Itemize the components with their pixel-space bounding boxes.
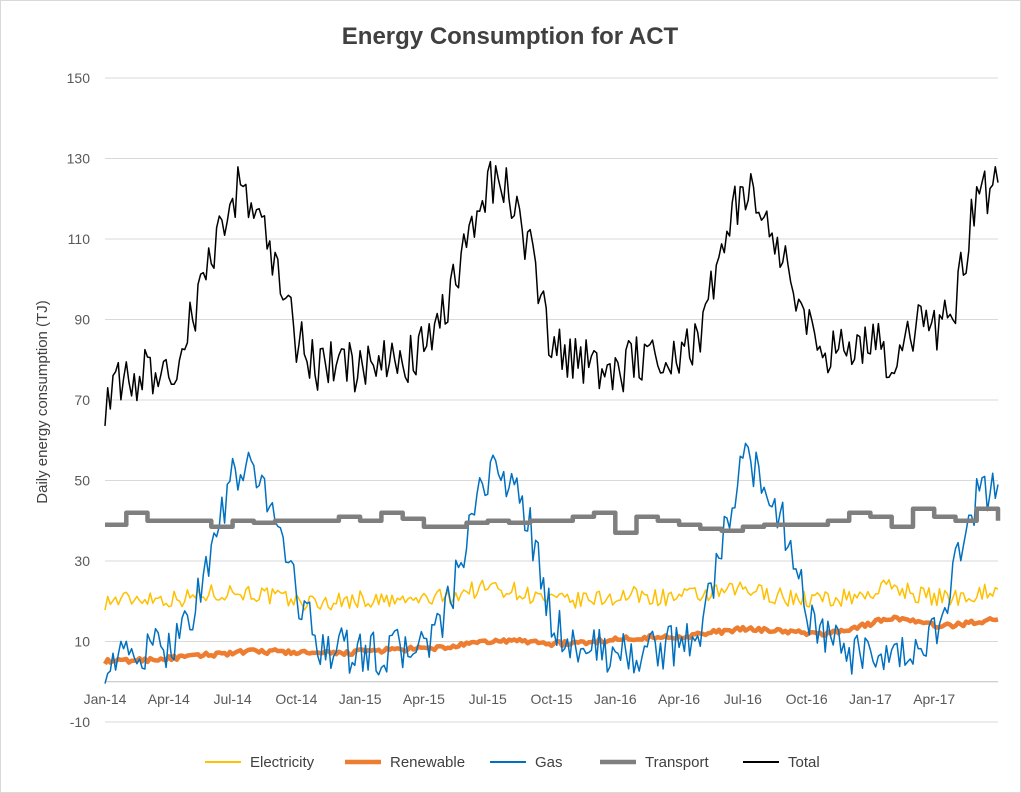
x-tick-label: Jan-17 <box>849 691 892 707</box>
legend: Electricity Renewable Gas Transport Total <box>205 754 820 771</box>
y-tick-label: 150 <box>67 70 91 86</box>
y-axis-title: Daily energy consumption (TJ) <box>34 300 51 503</box>
x-tick-label: Oct-16 <box>786 691 828 707</box>
series-line-total <box>104 160 999 426</box>
y-tick-label: 130 <box>67 151 91 167</box>
series-layer <box>103 160 1001 684</box>
x-tick-label: Apr-17 <box>913 691 955 707</box>
legend-label: Transport <box>645 754 709 771</box>
series-line-electricity <box>104 579 999 611</box>
series-line-renewable <box>103 614 999 666</box>
legend-label: Total <box>788 754 820 771</box>
x-tick-label: Apr-16 <box>658 691 700 707</box>
y-tick-label: 10 <box>74 634 90 650</box>
legend-label: Gas <box>535 754 563 771</box>
chart-title: Energy Consumption for ACT <box>342 23 679 50</box>
x-tick-label: Jul-14 <box>214 691 252 707</box>
x-axis-ticks: Jan-14 Apr-14 Jul-14 Oct-14 Jan-15 Apr-15 Jul-… <box>84 691 956 707</box>
series-line-transport <box>105 506 1001 536</box>
x-tick-label: Jul-15 <box>469 691 507 707</box>
y-tick-label: 30 <box>74 553 90 569</box>
x-tick-label: Oct-15 <box>530 691 572 707</box>
y-tick-label: 50 <box>74 473 90 489</box>
gridlines <box>105 77 998 723</box>
series-line-gas <box>104 442 999 684</box>
y-tick-label: -10 <box>70 714 90 730</box>
x-tick-label: Apr-15 <box>403 691 445 707</box>
y-tick-label: 70 <box>74 392 90 408</box>
x-tick-label: Jan-14 <box>84 691 127 707</box>
x-tick-label: Jan-16 <box>594 691 637 707</box>
x-tick-label: Jul-16 <box>724 691 762 707</box>
y-axis-ticks: 150 130 110 90 70 50 30 10 -10 <box>67 70 91 730</box>
x-tick-label: Apr-14 <box>148 691 190 707</box>
x-tick-label: Jan-15 <box>339 691 382 707</box>
legend-label: Renewable <box>390 754 465 771</box>
y-tick-label: 90 <box>74 312 90 328</box>
y-tick-label: 110 <box>68 231 91 247</box>
x-tick-label: Oct-14 <box>275 691 317 707</box>
legend-label: Electricity <box>250 754 315 771</box>
